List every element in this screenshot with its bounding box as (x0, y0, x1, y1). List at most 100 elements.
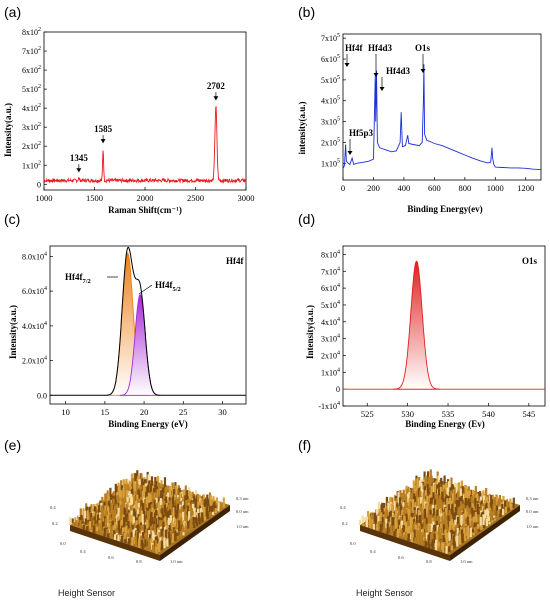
surface-axis-label: 0.0 um (236, 509, 249, 514)
chart-a-xlabel: Raman Shift(cm⁻¹) (108, 205, 182, 215)
chart-d-ytick-label: 8x104 (321, 249, 340, 259)
chart-d-ytick-label: 5x104 (321, 300, 340, 310)
chart-b-xps-survey: intensity(a.u.) Binding Energy(ev) 0 200 4… (297, 33, 542, 214)
surface-axis-label: 1.0 um (170, 559, 183, 564)
panel-label-c: (c) (4, 211, 21, 227)
chart-d-ytick-label: 6x104 (321, 283, 340, 293)
caption-f: Height Sensor (356, 588, 414, 598)
chart-d-frame (342, 245, 546, 407)
chart-c-label-arrow (138, 284, 153, 295)
chart-d-xtick-label: 545 (522, 409, 535, 419)
chart-b-frame (342, 33, 542, 181)
chart-c-component-label: Hf4f7/2 (65, 272, 91, 285)
chart-d-legend: O1s (522, 256, 538, 266)
chart-a-xtick-label: 2500 (187, 193, 204, 203)
chart-a-ylabel: Intensity(a.u.) (3, 103, 13, 157)
chart-a-series-line (43, 106, 247, 184)
chart-b-ytick-label: 6x105 (321, 54, 340, 64)
surface-axis-label: 0.6 (398, 555, 404, 560)
surface-front-edge (70, 525, 160, 561)
chart-d-xtick-label: 525 (361, 409, 374, 419)
chart-b-ytick-label: 4x105 (321, 96, 340, 106)
chart-b-annotation: Hf4d3 (386, 66, 411, 76)
surface-axis-label: 0.4 (340, 505, 346, 510)
surface-axis-label: 0.2 (52, 521, 58, 526)
afm-surface-e: 0,3 um 0.0 um 1.0 um 0.4 0.2 0.0 0.4 0.6 0.8 1.0 … (50, 470, 249, 564)
chart-b-annotation: Hf4f (345, 43, 363, 53)
panel-label-d: (d) (298, 211, 316, 227)
chart-d-xtick-label: 540 (482, 409, 495, 419)
chart-b-annotation-arrowhead (373, 73, 379, 77)
chart-d-ytick-label: 7x104 (321, 266, 340, 276)
chart-b-ylabel: intensity(a.u.) (297, 101, 307, 154)
chart-a-peak-arrowhead (76, 168, 82, 173)
chart-b-xtick-label: 400 (398, 183, 411, 193)
chart-c-ylabel: Intensity(a.u.) (8, 305, 18, 359)
chart-b-ytick-label: 7x105 (321, 33, 340, 43)
chart-a-ytick-label: 6x102 (22, 65, 41, 75)
chart-d-ytick-label: -1x104 (318, 401, 340, 411)
surface-axis-label: 0.0 um (526, 509, 539, 514)
surface-axis-label: 0.8 (136, 559, 142, 564)
chart-b-ytick-label: 3x105 (321, 117, 340, 127)
chart-c-xtick-label: 30 (218, 407, 227, 417)
surface-axis-label: 1.0 um (526, 524, 539, 529)
panel-label-a: (a) (4, 4, 22, 20)
chart-d-ytick-label: 1x104 (321, 367, 340, 377)
chart-b-annotation: Hf4d3 (368, 43, 393, 53)
surface-axis-label: 0.0 (350, 541, 356, 546)
surface-side-edge (160, 505, 230, 561)
chart-a-xtick-label: 1000 (36, 193, 53, 203)
surface-axis-label: 0.4 (80, 549, 86, 554)
surface-axis-label: 1.0 um (236, 524, 249, 529)
chart-b-ytick-label: 5x105 (321, 75, 340, 85)
chart-c-xtick-label: 10 (61, 407, 70, 417)
chart-d-xlabel: Binding Energy (Ev) (405, 419, 485, 429)
chart-a-ytick-label: 0 (37, 180, 41, 189)
chart-d-ytick-label: 2x104 (321, 350, 340, 360)
chart-b-xtick-label: 800 (458, 183, 471, 193)
chart-a-xtick-label: 2000 (137, 193, 154, 203)
chart-c-hf4f: Intensity(a.u.) Binding Energy (eV) Hf4f… (8, 245, 247, 429)
surface-axis-label: 0.4 (370, 549, 376, 554)
chart-c-xtick-label: 25 (179, 407, 188, 417)
chart-b-annotation: Hf5p3 (349, 128, 374, 138)
caption-e: Height Sensor (58, 588, 116, 598)
chart-a-ytick-label: 7x102 (22, 46, 41, 56)
chart-a-ytick-label: 2x102 (22, 141, 41, 151)
chart-b-annotation-arrowhead (347, 151, 353, 155)
surface-axis-label: 0.4 (50, 505, 56, 510)
surface-axis-label: 1.0 um (460, 559, 473, 564)
surface-side-edge (450, 505, 520, 561)
surface-axis-label: 0.0 (60, 541, 66, 546)
chart-b-xtick-label: 1000 (487, 183, 504, 193)
surface-front-edge (360, 525, 450, 561)
chart-a-ytick-label: 1x102 (22, 160, 41, 170)
surface-axis-label: 0.2 (342, 521, 348, 526)
chart-a-ytick-label: 3x102 (22, 122, 41, 132)
chart-b-xtick-label: 600 (428, 183, 441, 193)
chart-c-xtick-label: 20 (140, 407, 149, 417)
chart-a-ytick-label: 5x102 (22, 84, 41, 94)
chart-b-annotation-arrowhead (420, 69, 426, 73)
chart-d-xtick-label: 535 (442, 409, 455, 419)
chart-c-ytick-label: 2.0x104 (22, 356, 47, 366)
chart-d-ytick-label: 3x104 (321, 334, 340, 344)
chart-a-xtick-label: 3000 (238, 193, 255, 203)
chart-b-ytick-label: 1x105 (321, 158, 340, 168)
chart-d-ytick-label: 4x104 (321, 317, 340, 327)
panel-label-b: (b) (298, 4, 316, 20)
chart-b-annotation-arrowhead (344, 63, 350, 67)
chart-a-peak-label: 1345 (70, 153, 89, 163)
chart-b-xtick-label: 200 (367, 183, 380, 193)
chart-b-series-line (342, 64, 542, 171)
chart-a-raman: Intensity(a.u.) Raman Shift(cm⁻¹) 1000 15… (3, 27, 255, 215)
surface-axis-label: 0,3 um (236, 496, 249, 502)
chart-a-peak-arrowhead (100, 139, 106, 144)
chart-d-o1s: Intensity(a.u.) Binding Energy (Ev) O1s … (305, 245, 546, 429)
chart-b-annotation: O1s (415, 43, 431, 53)
chart-a-peak-label: 1585 (94, 124, 113, 134)
chart-c-xtick-label: 15 (101, 407, 110, 417)
panel-label-e: (e) (4, 437, 22, 453)
chart-d-ylabel: Intensity(a.u.) (305, 305, 315, 359)
